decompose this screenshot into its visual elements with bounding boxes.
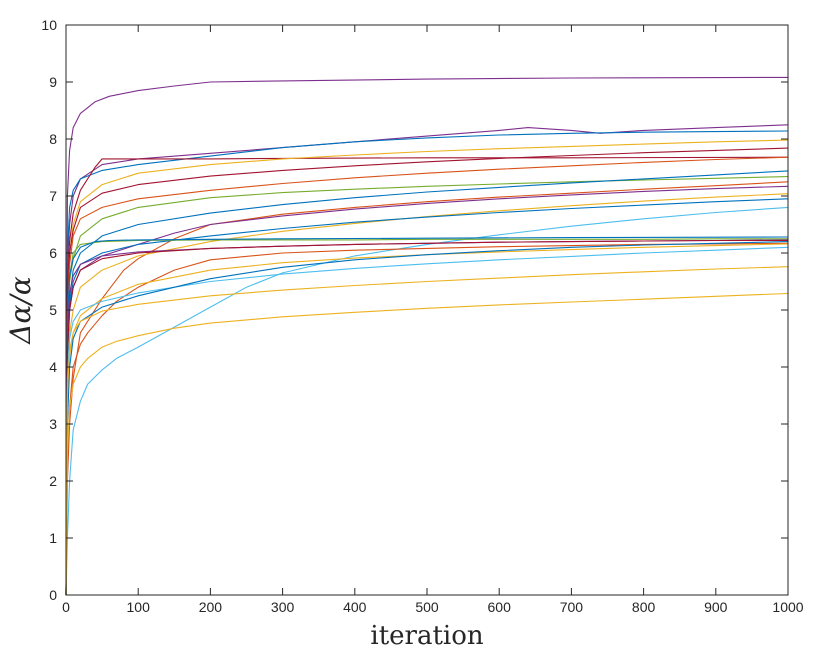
series-line-23: [65, 266, 789, 596]
series-line-12: [65, 193, 789, 596]
series-line-7: [65, 156, 789, 596]
series-line-16: [65, 236, 789, 596]
x-tick-label: 0: [62, 599, 70, 615]
x-tick-label: 900: [704, 599, 728, 615]
series-line-21: [65, 246, 789, 596]
y-tick-label: 6: [49, 245, 57, 261]
series-layer: [65, 76, 789, 596]
x-tick-label: 400: [343, 599, 367, 615]
x-tick-label: 800: [632, 599, 656, 615]
y-tick-label: 8: [49, 131, 57, 147]
x-tick-label: 200: [199, 599, 223, 615]
series-line-1: [65, 76, 789, 596]
series-line-22: [65, 241, 789, 596]
x-tick-label: 300: [271, 599, 295, 615]
y-tick-label: 3: [49, 416, 57, 432]
x-tick-label: 700: [560, 599, 584, 615]
tick-layer: 0 100 200 300 400 500 600 700 800 900 1000 0 1 2 3 4 5 6 7…: [41, 17, 803, 615]
series-line-3: [65, 130, 789, 596]
series-line-19: [65, 242, 789, 596]
series-line-20: [65, 243, 789, 596]
y-axis-title: Δα/α: [4, 276, 37, 345]
y-tick-label: 5: [49, 302, 57, 318]
series-line-18: [65, 239, 788, 596]
series-line-15: [65, 238, 788, 596]
y-tick-label: 4: [49, 359, 57, 375]
y-tick-label: 7: [49, 188, 57, 204]
series-line-24: [65, 292, 789, 596]
series-line-6: [65, 147, 789, 596]
x-tick-label: 600: [488, 599, 512, 615]
series-line-13: [65, 198, 789, 596]
series-line-4: [65, 156, 789, 596]
x-axis-title: iteration: [370, 621, 483, 651]
x-tick-label: 100: [127, 599, 151, 615]
x-tick-label: 1000: [772, 599, 803, 615]
x-tick-label: 500: [415, 599, 439, 615]
y-tick-label: 2: [49, 473, 57, 489]
y-tick-label: 10: [41, 17, 57, 33]
y-tick-label: 1: [49, 530, 57, 546]
y-tick-label: 0: [49, 587, 57, 603]
y-tick-label: 9: [49, 74, 57, 90]
series-line-14: [65, 206, 789, 596]
